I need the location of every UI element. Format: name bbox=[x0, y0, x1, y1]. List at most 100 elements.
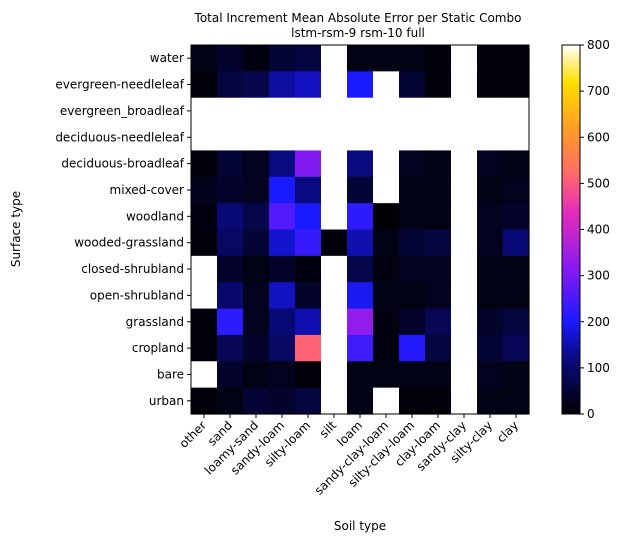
heatmap-cell bbox=[451, 282, 478, 310]
y-tick-label: water bbox=[150, 51, 184, 65]
heatmap-cell bbox=[477, 45, 504, 72]
heatmap-cell bbox=[243, 361, 270, 389]
y-tick-label: evergreen-needleleaf bbox=[55, 78, 184, 92]
heatmap-cell bbox=[321, 71, 348, 99]
heatmap-cell bbox=[269, 176, 296, 204]
heatmap-cell bbox=[425, 150, 452, 178]
heatmap-cell bbox=[295, 150, 322, 178]
heatmap-cell bbox=[373, 203, 400, 231]
heatmap-cell bbox=[373, 176, 400, 204]
heatmap-cell bbox=[321, 229, 348, 257]
heatmap-cell bbox=[399, 334, 426, 362]
y-tick-label: deciduous-broadleaf bbox=[61, 157, 184, 171]
heatmap-cell bbox=[321, 387, 348, 415]
heatmap-cell bbox=[243, 45, 270, 72]
heatmap-cell bbox=[269, 308, 296, 336]
x-axis-label: Soil type bbox=[334, 519, 386, 533]
heatmap-cell bbox=[269, 334, 296, 362]
heatmap-cell bbox=[295, 255, 322, 283]
heatmap-cell bbox=[373, 361, 400, 389]
heatmap-cell bbox=[503, 229, 530, 257]
heatmap-cell bbox=[425, 255, 452, 283]
heatmap-cell bbox=[399, 229, 426, 257]
heatmap-cell bbox=[399, 71, 426, 99]
heatmap-cell bbox=[425, 334, 452, 362]
heatmap-cell bbox=[217, 361, 244, 389]
heatmap-cell bbox=[373, 308, 400, 336]
heatmap-cell bbox=[451, 361, 478, 389]
y-axis-label: Surface type bbox=[9, 191, 23, 267]
heatmap-cell bbox=[191, 150, 218, 178]
heatmap-cell bbox=[373, 334, 400, 362]
heatmap-cell bbox=[217, 124, 244, 152]
heatmap-cell bbox=[295, 203, 322, 231]
heatmap-cell bbox=[477, 203, 504, 231]
heatmap-cell bbox=[477, 387, 504, 415]
heatmap-cell bbox=[373, 282, 400, 310]
heatmap-cell bbox=[503, 282, 530, 310]
heatmap-cell bbox=[347, 176, 374, 204]
heatmap-cell bbox=[243, 282, 270, 310]
heatmap-cell bbox=[217, 97, 244, 125]
heatmap-cell bbox=[399, 308, 426, 336]
heatmap-cell bbox=[269, 387, 296, 415]
heatmap-cell bbox=[399, 150, 426, 178]
colorbar-tick-label: 0 bbox=[587, 407, 595, 421]
heatmap-cell bbox=[217, 203, 244, 231]
heatmap-cell bbox=[191, 282, 218, 310]
heatmap-cell bbox=[399, 176, 426, 204]
y-tick-label: woodland bbox=[126, 209, 184, 223]
heatmap-cell bbox=[477, 255, 504, 283]
heatmap-cell bbox=[399, 387, 426, 415]
heatmap-cell bbox=[243, 229, 270, 257]
x-tick-label: other bbox=[177, 418, 210, 451]
heatmap-cell bbox=[477, 361, 504, 389]
heatmap-cell bbox=[399, 97, 426, 125]
heatmap-cell bbox=[477, 71, 504, 99]
heatmap-cell bbox=[425, 387, 452, 415]
heatmap-cell bbox=[295, 176, 322, 204]
heatmap-cell bbox=[269, 203, 296, 231]
heatmap-cell bbox=[191, 308, 218, 336]
colorbar-tick-label: 200 bbox=[587, 315, 610, 329]
heatmap-cell bbox=[295, 387, 322, 415]
heatmap-cell bbox=[321, 176, 348, 204]
heatmap-cell bbox=[295, 97, 322, 125]
heatmap-cell bbox=[451, 45, 478, 72]
heatmap-cell bbox=[451, 255, 478, 283]
heatmap-cell bbox=[321, 203, 348, 231]
heatmap-cell bbox=[217, 387, 244, 415]
heatmap-cell bbox=[217, 176, 244, 204]
heatmap-cell bbox=[243, 334, 270, 362]
heatmap-cell bbox=[347, 334, 374, 362]
heatmap-cell bbox=[321, 334, 348, 362]
heatmap-cell bbox=[373, 71, 400, 99]
heatmap-cell bbox=[191, 97, 218, 125]
heatmap-cell bbox=[373, 255, 400, 283]
heatmap-cell bbox=[425, 361, 452, 389]
heatmap-cell bbox=[373, 45, 400, 72]
heatmap-cell bbox=[347, 255, 374, 283]
heatmap-cell bbox=[243, 203, 270, 231]
heatmap-cell bbox=[503, 255, 530, 283]
heatmap-cell bbox=[243, 255, 270, 283]
y-axis-ticks: water evergreen-needleleaf evergreen_broad… bbox=[55, 51, 191, 408]
heatmap-cell bbox=[347, 71, 374, 99]
heatmap-cell bbox=[451, 124, 478, 152]
heatmap-cell bbox=[295, 229, 322, 257]
heatmap-cell bbox=[347, 361, 374, 389]
heatmap-cell bbox=[347, 308, 374, 336]
heatmap-cell bbox=[191, 229, 218, 257]
heatmap-cell bbox=[399, 361, 426, 389]
heatmap-cell bbox=[243, 71, 270, 99]
colorbar-tick-label: 300 bbox=[587, 269, 610, 283]
heatmap-cell bbox=[269, 255, 296, 283]
heatmap-cell bbox=[295, 71, 322, 99]
heatmap-cell bbox=[399, 203, 426, 231]
heatmap-cell bbox=[503, 334, 530, 362]
heatmap-cell bbox=[295, 124, 322, 152]
heatmap-cell bbox=[503, 97, 530, 125]
heatmap-cell bbox=[347, 124, 374, 152]
heatmap-cell bbox=[347, 282, 374, 310]
y-tick-label: evergreen_broadleaf bbox=[60, 104, 185, 118]
